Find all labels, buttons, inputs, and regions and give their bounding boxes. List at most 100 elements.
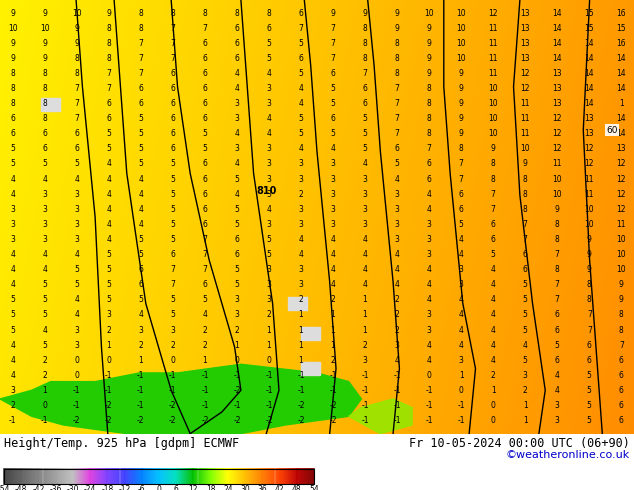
Text: 6: 6 xyxy=(587,341,592,350)
Text: 7: 7 xyxy=(491,190,496,198)
Text: 5: 5 xyxy=(266,235,271,244)
Text: 6: 6 xyxy=(619,356,624,365)
Text: 3: 3 xyxy=(107,311,111,319)
Text: 3: 3 xyxy=(459,265,463,274)
Text: 14: 14 xyxy=(616,84,626,93)
Text: 5: 5 xyxy=(10,159,15,169)
Text: 4: 4 xyxy=(459,311,463,319)
Text: 3: 3 xyxy=(427,311,432,319)
Text: 4: 4 xyxy=(330,265,335,274)
Text: 5: 5 xyxy=(491,250,496,259)
Text: 6: 6 xyxy=(74,129,79,138)
Text: -1: -1 xyxy=(393,371,401,380)
Text: 4: 4 xyxy=(42,174,47,184)
Text: 14: 14 xyxy=(616,114,626,123)
Text: 3: 3 xyxy=(299,280,304,289)
Text: 2: 2 xyxy=(331,295,335,304)
Text: 8: 8 xyxy=(74,69,79,78)
Text: 4: 4 xyxy=(138,311,143,319)
Text: 10: 10 xyxy=(616,265,626,274)
Text: 3: 3 xyxy=(330,174,335,184)
Text: 5: 5 xyxy=(138,250,143,259)
Text: -1: -1 xyxy=(265,386,273,395)
Text: 5: 5 xyxy=(107,295,111,304)
Text: 1: 1 xyxy=(42,386,47,395)
Text: -2: -2 xyxy=(265,416,273,425)
Text: 5: 5 xyxy=(138,129,143,138)
Text: 4: 4 xyxy=(299,99,304,108)
Text: 6: 6 xyxy=(107,114,111,123)
Text: 3: 3 xyxy=(74,325,79,335)
Text: 6: 6 xyxy=(363,99,368,108)
Text: 5: 5 xyxy=(171,295,175,304)
Text: 2: 2 xyxy=(42,371,47,380)
Text: 5: 5 xyxy=(107,129,111,138)
Text: 6: 6 xyxy=(619,416,624,425)
Text: 5: 5 xyxy=(202,295,207,304)
Text: -2: -2 xyxy=(233,416,241,425)
Text: 3: 3 xyxy=(330,159,335,169)
Text: 10: 10 xyxy=(585,205,594,214)
Text: -1: -1 xyxy=(73,386,81,395)
Text: Height/Temp. 925 hPa [gdpm] ECMWF: Height/Temp. 925 hPa [gdpm] ECMWF xyxy=(4,437,239,450)
Text: 5: 5 xyxy=(74,265,79,274)
Text: 7: 7 xyxy=(202,24,207,33)
Text: 7: 7 xyxy=(555,280,560,289)
Text: 1: 1 xyxy=(299,356,303,365)
Text: 6: 6 xyxy=(619,386,624,395)
Text: 4: 4 xyxy=(491,341,496,350)
Text: 3: 3 xyxy=(42,205,47,214)
Text: 7: 7 xyxy=(299,24,304,33)
Text: 3: 3 xyxy=(266,295,271,304)
Text: 16: 16 xyxy=(616,8,626,18)
Text: -36: -36 xyxy=(49,485,62,490)
Text: -6: -6 xyxy=(138,485,146,490)
Text: -1: -1 xyxy=(9,416,16,425)
Text: 5: 5 xyxy=(171,205,175,214)
Text: 10: 10 xyxy=(488,99,498,108)
Text: 5: 5 xyxy=(10,295,15,304)
Text: 13: 13 xyxy=(552,69,562,78)
Text: -2: -2 xyxy=(201,416,209,425)
Bar xyxy=(301,362,320,375)
Text: 5: 5 xyxy=(459,220,463,229)
Text: 3: 3 xyxy=(299,174,304,184)
Text: 0: 0 xyxy=(42,401,47,410)
Text: 6: 6 xyxy=(202,54,207,63)
Text: 6: 6 xyxy=(427,159,432,169)
Text: 4: 4 xyxy=(363,265,368,274)
Text: 4: 4 xyxy=(10,341,15,350)
Text: 4: 4 xyxy=(266,69,271,78)
Text: 6: 6 xyxy=(202,220,207,229)
Text: 1: 1 xyxy=(266,341,271,350)
Text: 10: 10 xyxy=(8,24,18,33)
Text: 4: 4 xyxy=(427,295,432,304)
Text: 7: 7 xyxy=(171,280,175,289)
Text: 13: 13 xyxy=(552,84,562,93)
Text: 3: 3 xyxy=(266,265,271,274)
Text: 3: 3 xyxy=(459,280,463,289)
Text: 6: 6 xyxy=(235,250,240,259)
Text: 5: 5 xyxy=(363,114,368,123)
Text: 4: 4 xyxy=(299,84,304,93)
Text: 5: 5 xyxy=(266,39,271,48)
Text: 13: 13 xyxy=(521,39,530,48)
Text: 30: 30 xyxy=(240,485,250,490)
Text: 5: 5 xyxy=(587,386,592,395)
Text: 11: 11 xyxy=(521,114,530,123)
Text: 10: 10 xyxy=(616,235,626,244)
Text: 5: 5 xyxy=(42,341,47,350)
Text: 9: 9 xyxy=(330,8,335,18)
Text: 0: 0 xyxy=(491,416,496,425)
Text: 4: 4 xyxy=(427,280,432,289)
Text: 3: 3 xyxy=(299,205,304,214)
Text: 4: 4 xyxy=(394,250,399,259)
Text: 0: 0 xyxy=(157,485,162,490)
Text: 5: 5 xyxy=(394,159,399,169)
Text: 5: 5 xyxy=(171,190,175,198)
Text: 9: 9 xyxy=(459,99,463,108)
Text: 6: 6 xyxy=(202,39,207,48)
Text: 10: 10 xyxy=(40,24,49,33)
Text: 48: 48 xyxy=(292,485,302,490)
Text: 5: 5 xyxy=(299,69,304,78)
